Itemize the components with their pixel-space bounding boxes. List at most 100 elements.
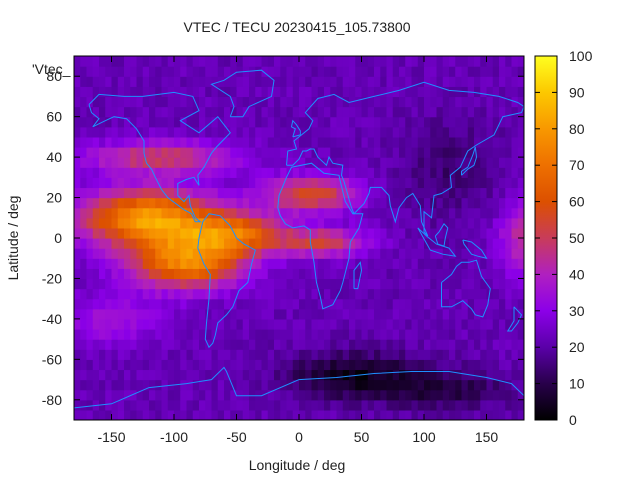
heatmap-cell [180,248,188,259]
heatmap-cell [124,258,131,269]
heatmap-cell [355,136,363,148]
heatmap-cell [167,318,175,330]
colorbar-tick-label: 100 [569,48,593,64]
heatmap-cell [155,369,163,381]
heatmap-cell [124,369,131,381]
heatmap-cell [305,116,313,128]
heatmap-cell [92,187,100,199]
heatmap-cell [105,288,113,300]
heatmap-cell [511,339,519,350]
heatmap-cell [130,197,138,209]
colorbar-tick-label: 50 [569,230,585,246]
heatmap-cell [349,278,356,290]
heatmap-cell [136,379,144,391]
heatmap-cell [480,56,488,67]
heatmap-cell [486,238,494,249]
heatmap-cell [305,66,313,77]
heatmap-cell [517,56,524,67]
heatmap-cell [474,308,481,320]
heatmap-cell [405,298,413,310]
heatmap-cell [374,308,381,320]
heatmap-cell [80,227,88,239]
heatmap-cell [199,288,206,300]
heatmap-cell [267,268,275,280]
heatmap-cell [492,217,500,229]
heatmap-cell [449,96,456,108]
heatmap-cell [380,86,388,98]
heatmap-cell [342,177,350,189]
y-tick-label: 60 [46,109,62,125]
heatmap-cell [511,116,519,128]
heatmap-cell [474,227,481,239]
heatmap-cell [186,258,194,269]
heatmap-cell [480,136,488,148]
heatmap-cell [149,409,156,420]
heatmap-cell [249,268,256,280]
heatmap-cell [311,339,319,350]
heatmap-cell [142,288,150,300]
heatmap-cell [286,157,294,168]
heatmap-cell [92,308,100,320]
heatmap-cell [261,207,269,219]
heatmap-cell [430,86,438,98]
heatmap-cell [355,318,363,330]
heatmap-cell [430,298,438,310]
heatmap-cell [186,288,194,300]
heatmap-cell [111,288,119,300]
heatmap-cell [486,268,494,280]
heatmap-cell [317,268,325,280]
heatmap-cell [492,238,500,249]
heatmap-cell [374,268,381,280]
heatmap-cell [174,56,181,67]
heatmap-cell [199,399,206,411]
heatmap-cell [430,379,438,391]
heatmap-cell [442,339,450,350]
heatmap-cell [117,409,125,420]
heatmap-cell [211,339,219,350]
heatmap-cell [224,147,231,158]
heatmap-cell [124,329,131,340]
heatmap-cell [305,167,313,178]
heatmap-cell [461,359,469,371]
heatmap-cell [261,197,269,209]
heatmap-cell [224,56,231,67]
heatmap-cell [405,76,413,87]
heatmap-cell [305,298,313,310]
heatmap-cell [299,258,306,269]
heatmap-cell [192,147,200,158]
heatmap-cell [474,238,481,249]
heatmap-cell [480,379,488,391]
heatmap-cell [336,177,344,189]
heatmap-cell [311,278,319,290]
heatmap-cell [230,147,238,158]
heatmap-cell [224,238,231,249]
heatmap-cell [274,86,281,98]
heatmap-cell [249,147,256,158]
heatmap-cell [80,359,88,371]
heatmap-cell [480,298,488,310]
heatmap-cell [261,359,269,371]
heatmap-cell [211,298,219,310]
heatmap-cell [467,56,475,67]
heatmap-cell [105,126,113,138]
heatmap-cell [236,56,244,67]
heatmap-cell [386,308,394,320]
heatmap-cell [280,177,288,189]
heatmap-cell [442,268,450,280]
heatmap-cell [386,339,394,350]
heatmap-cell [236,136,244,148]
heatmap-cell [430,207,438,219]
heatmap-cell [305,217,313,229]
heatmap-cell [167,76,175,87]
heatmap-cell [399,167,406,178]
heatmap-cell [111,379,119,391]
heatmap-cell [161,96,169,108]
heatmap-cell [255,207,263,219]
heatmap-cell [480,177,488,189]
heatmap-cell [336,379,344,391]
heatmap-cell [205,197,213,209]
heatmap-cell [192,268,200,280]
heatmap-cell [117,258,125,269]
heatmap-cell [286,126,294,138]
heatmap-cell [424,197,431,209]
